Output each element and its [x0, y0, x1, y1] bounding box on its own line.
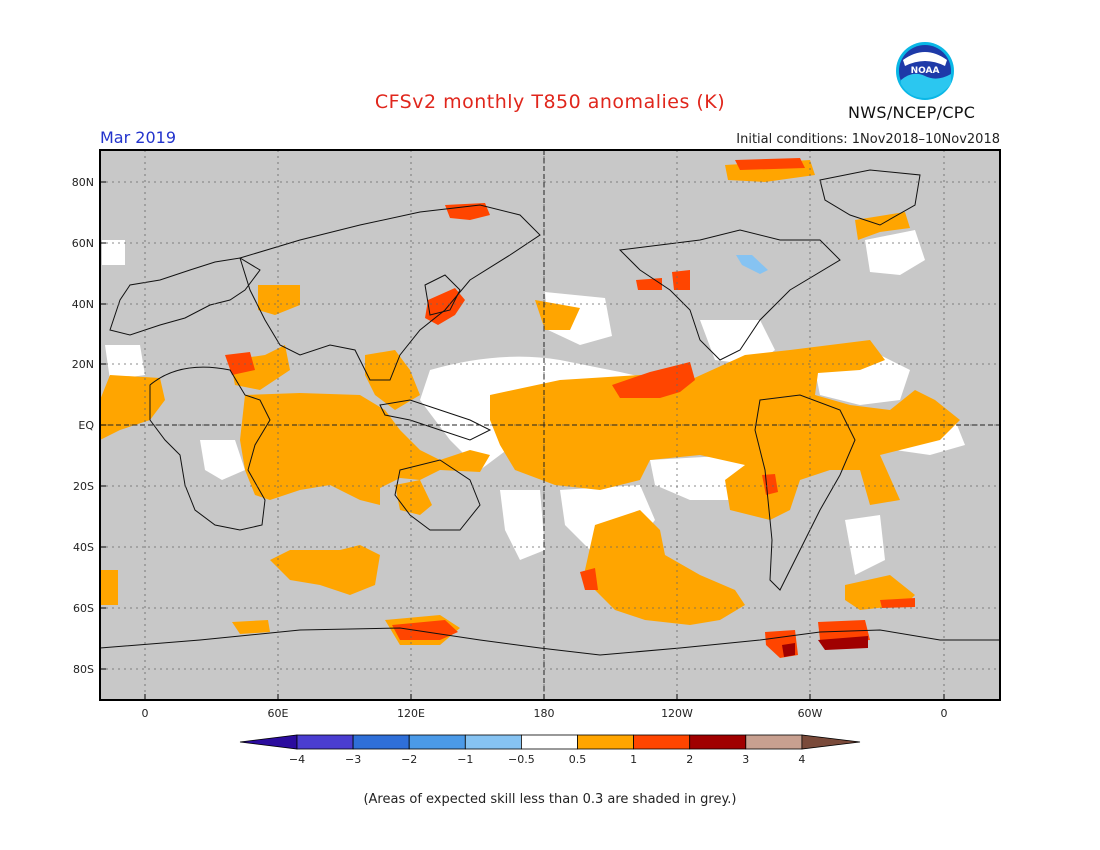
- darkred-region: [782, 643, 795, 657]
- agency-label: NWS/NCEP/CPC: [848, 103, 976, 122]
- latitude-label: 60S: [73, 602, 94, 615]
- orange-region: [230, 345, 290, 390]
- orange-region: [535, 300, 580, 330]
- legend-tick-label: 0.5: [569, 753, 587, 766]
- orange-region: [490, 340, 960, 520]
- legend-arrow-low: [239, 734, 298, 750]
- legend-tick-label: 4: [798, 753, 805, 766]
- longitude-label: 60E: [268, 707, 289, 720]
- latitude-label: 40S: [73, 541, 94, 554]
- orange-region: [232, 620, 270, 634]
- orange-region: [100, 570, 118, 605]
- latitude-label: EQ: [78, 419, 94, 432]
- map-grid: [100, 150, 1000, 700]
- orange-region: [240, 393, 490, 505]
- legend-swatch: [633, 734, 691, 750]
- legend-tick-label: −4: [289, 753, 305, 766]
- red-region: [880, 598, 915, 608]
- orange-region: [585, 510, 745, 625]
- legend-tick-label: −0.5: [508, 753, 535, 766]
- coastline-australia: [394, 459, 481, 531]
- latitude-label: 80S: [73, 663, 94, 676]
- longitude-label: 180: [534, 707, 555, 720]
- orange-region: [270, 545, 380, 595]
- legend-swatch: [745, 734, 803, 750]
- coastline-japan: [424, 274, 461, 316]
- white-region: [500, 490, 545, 560]
- legend-swatch: [464, 734, 522, 750]
- latitude-label: 80N: [72, 176, 94, 189]
- red-region: [580, 568, 598, 590]
- red-region: [672, 270, 690, 290]
- legend-swatch: [521, 734, 578, 750]
- white-region: [102, 240, 125, 265]
- latitude-labels: 80N 60N 40N 20N EQ 20S 40S 60S 80S: [72, 176, 106, 676]
- legend-tick-label: −1: [457, 753, 473, 766]
- darkred-region: [818, 636, 868, 650]
- red-region: [612, 362, 695, 398]
- logo-text: NOAA: [911, 66, 940, 76]
- longitude-label: 60W: [798, 707, 823, 720]
- forecast-month-label: Mar 2019: [100, 128, 176, 147]
- latitude-label: 40N: [72, 298, 94, 311]
- coastline-north-america: [618, 229, 841, 361]
- longitude-label: 0: [142, 707, 149, 720]
- coastline-greenland: [819, 169, 921, 226]
- white-region: [865, 230, 925, 275]
- coastline-antarctica: [99, 627, 1000, 656]
- latitude-label: 20S: [73, 480, 94, 493]
- red-region: [225, 352, 255, 375]
- latitude-label: 20N: [72, 358, 94, 371]
- skill-note: (Areas of expected skill less than 0.3 a…: [363, 792, 737, 807]
- orange-region: [258, 285, 300, 315]
- legend-tick-label: −3: [345, 753, 361, 766]
- latitude-label: 60N: [72, 237, 94, 250]
- orange-region: [100, 375, 165, 440]
- white-region: [105, 345, 145, 380]
- noaa-logo: NOAA: [896, 42, 954, 100]
- legend-swatch: [296, 734, 354, 750]
- red-region: [735, 158, 805, 170]
- legend-tick-label: 2: [686, 753, 693, 766]
- coastline-europe: [109, 257, 261, 336]
- coastline-indonesia: [379, 399, 492, 441]
- longitude-label: 120E: [397, 707, 425, 720]
- legend-swatch: [577, 734, 634, 750]
- legend-tick-label: −2: [401, 753, 417, 766]
- initial-conditions-label: Initial conditions: 1Nov2018–10Nov2018: [736, 132, 1000, 147]
- coastlines: [99, 169, 1000, 656]
- red-region: [636, 278, 662, 290]
- legend-swatch: [408, 734, 466, 750]
- coastline-asia: [239, 204, 541, 381]
- longitude-label: 0: [941, 707, 948, 720]
- blue-region: [736, 255, 768, 274]
- legend-swatch: [352, 734, 410, 750]
- orange-region: [395, 480, 432, 515]
- orange-region: [365, 350, 420, 410]
- coastline-africa: [149, 366, 271, 531]
- red-region: [445, 203, 490, 220]
- anomaly-fields: [100, 158, 965, 658]
- legend-tick-label: 3: [742, 753, 749, 766]
- white-region: [845, 515, 885, 575]
- coastline-south-america: [754, 394, 856, 591]
- white-region: [200, 440, 245, 480]
- legend-swatch: [689, 734, 747, 750]
- longitude-label: 120W: [661, 707, 693, 720]
- red-region: [392, 620, 458, 640]
- legend-arrow-high: [801, 734, 861, 750]
- legend-tick-label: 1: [630, 753, 637, 766]
- legend-colorbar: −4 −3 −2 −1 −0.5 0.5 1 2 3 4: [239, 734, 861, 766]
- orange-region: [855, 212, 910, 240]
- map-title: CFSv2 monthly T850 anomalies (K): [374, 91, 726, 113]
- longitude-labels: 0 60E 120E 180 120W 60W 0: [142, 694, 948, 720]
